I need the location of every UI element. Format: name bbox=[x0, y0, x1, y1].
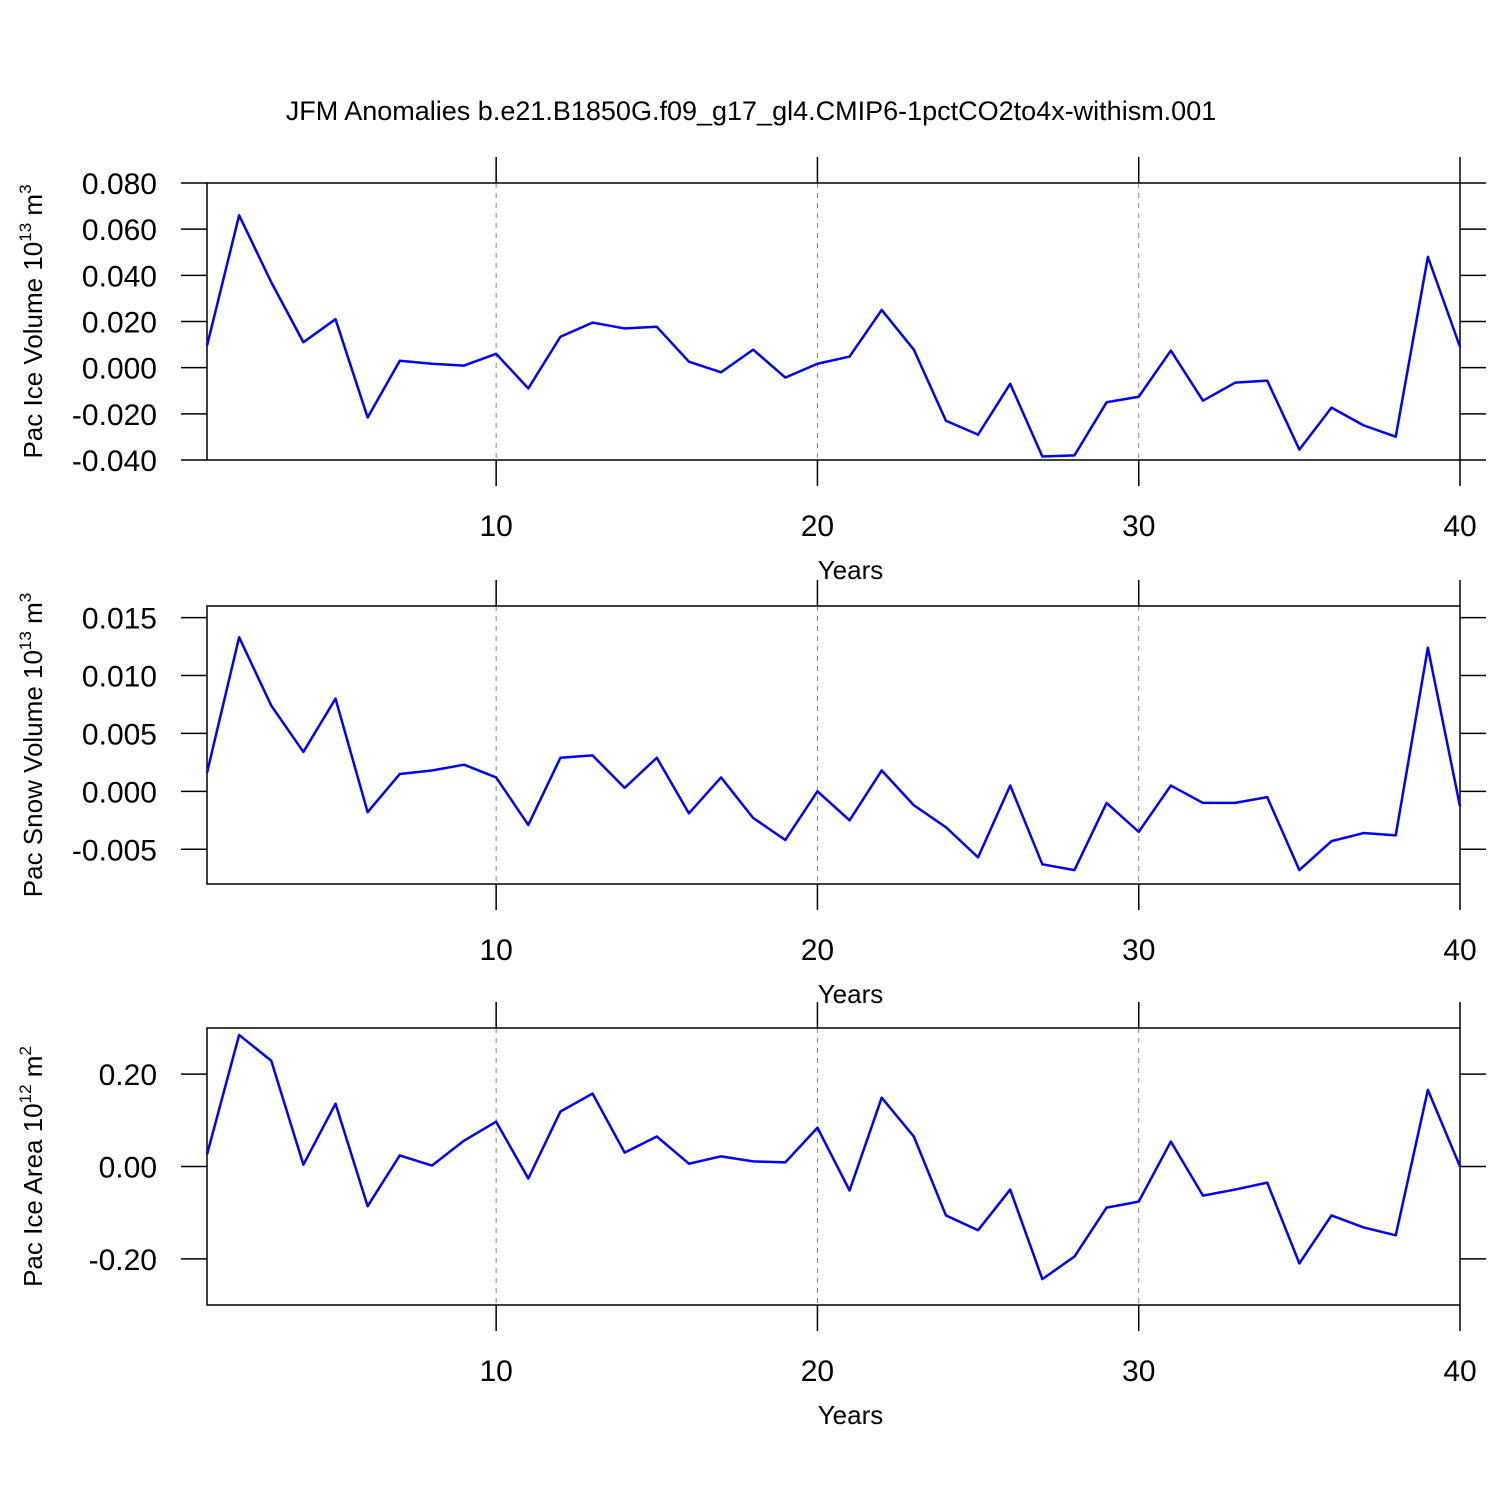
y-axis-label-part: m bbox=[18, 194, 48, 223]
figure-title: JFM Anomalies b.e21.B1850G.f09_g17_gl4.C… bbox=[286, 96, 1217, 126]
x-tick-label: 30 bbox=[1122, 1355, 1155, 1388]
y-tick-label: 0.00 bbox=[99, 1152, 157, 1185]
y-tick-label: 0.000 bbox=[82, 353, 157, 386]
x-tick-label: 10 bbox=[479, 510, 512, 543]
x-tick-label: 10 bbox=[479, 934, 512, 967]
y-tick-label: 0.20 bbox=[99, 1059, 157, 1092]
x-tick-label: 20 bbox=[801, 934, 834, 967]
y-tick-label: 0.010 bbox=[82, 661, 157, 694]
y-axis-label: Pac Ice Area 1012 m2 bbox=[16, 1046, 48, 1287]
y-tick-label: -0.005 bbox=[72, 834, 157, 867]
y-axis-label-superscript: 2 bbox=[16, 1046, 35, 1055]
y-axis-label-superscript: 13 bbox=[16, 631, 35, 650]
data-line bbox=[205, 636, 1462, 872]
plot-frame bbox=[206, 182, 1461, 461]
y-axis-label-superscript: 3 bbox=[16, 593, 35, 602]
x-tick-label: 40 bbox=[1443, 1355, 1476, 1388]
x-tick-label: 20 bbox=[801, 1355, 834, 1388]
x-tick-label: 30 bbox=[1122, 934, 1155, 967]
x-tick-label: 40 bbox=[1443, 510, 1476, 543]
y-axis-label-part: Pac Ice Area 10 bbox=[18, 1103, 48, 1287]
y-tick-label: -0.020 bbox=[72, 399, 157, 432]
data-line bbox=[205, 214, 1462, 458]
x-tick-label: 40 bbox=[1443, 934, 1476, 967]
y-tick-label: 0.000 bbox=[82, 776, 157, 809]
x-tick-label: 10 bbox=[479, 1355, 512, 1388]
x-axis-label: Years bbox=[818, 1400, 884, 1430]
y-tick-label: 0.080 bbox=[82, 168, 157, 201]
plot-frame bbox=[206, 1027, 1461, 1306]
y-axis-label-part: m bbox=[18, 602, 48, 631]
y-tick-label: 0.005 bbox=[82, 718, 157, 751]
y-tick-label: 0.060 bbox=[82, 214, 157, 247]
y-axis-label-part: Pac Ice Volume 10 bbox=[18, 242, 48, 459]
data-line bbox=[205, 1033, 1462, 1281]
y-tick-label: 0.020 bbox=[82, 307, 157, 340]
x-tick-label: 30 bbox=[1122, 510, 1155, 543]
y-axis-label-part: Pac Snow Volume 10 bbox=[18, 650, 48, 897]
y-axis-label: Pac Snow Volume 1013 m3 bbox=[16, 593, 48, 897]
y-tick-label: -0.20 bbox=[89, 1244, 157, 1277]
y-tick-label: -0.040 bbox=[72, 445, 157, 478]
y-axis-label-superscript: 13 bbox=[16, 223, 35, 242]
x-tick-label: 20 bbox=[801, 510, 834, 543]
y-axis-label-superscript: 3 bbox=[16, 184, 35, 193]
y-axis-label: Pac Ice Volume 1013 m3 bbox=[16, 184, 48, 458]
y-tick-label: 0.015 bbox=[82, 603, 157, 636]
y-tick-label: 0.040 bbox=[82, 260, 157, 293]
y-axis-label-part: m bbox=[18, 1056, 48, 1085]
x-axis-label: Years bbox=[818, 979, 884, 1009]
y-axis-label-superscript: 12 bbox=[16, 1084, 35, 1103]
x-axis-label: Years bbox=[818, 555, 884, 585]
plot-frame bbox=[206, 605, 1461, 885]
